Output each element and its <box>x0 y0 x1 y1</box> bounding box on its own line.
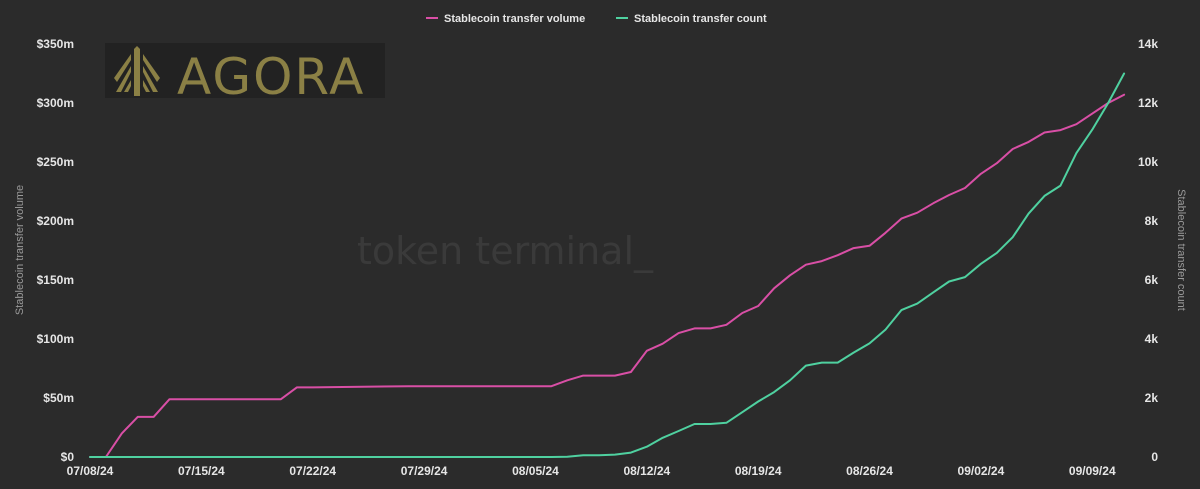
x-tick-label: 08/26/24 <box>846 464 893 478</box>
left-tick-label: $350m <box>37 37 74 51</box>
logo-text: AGORA <box>177 48 365 106</box>
legend-item-count[interactable]: Stablecoin transfer count <box>616 13 767 25</box>
right-axis-ticks: 0 2k 4k 6k 8k 10k 12k 14k <box>1138 37 1158 464</box>
left-tick-label: $150m <box>37 273 74 287</box>
left-tick-label: $100m <box>37 332 74 346</box>
legend-item-volume[interactable]: Stablecoin transfer volume <box>426 13 585 25</box>
series-group <box>89 72 1126 458</box>
left-axis-ticks: $0 $50m $100m $150m $200m $250m $300m $350m <box>37 37 75 464</box>
leaf-icon <box>114 46 160 96</box>
right-tick-label: 2k <box>1145 391 1159 405</box>
x-tick-label: 09/09/24 <box>1069 464 1116 478</box>
right-axis-title: Stablecoin transfer count <box>1175 189 1187 311</box>
x-axis-ticks: 07/08/24 07/15/24 07/22/24 07/29/24 08/05/24… <box>67 464 1116 478</box>
agora-logo: AGORA <box>105 43 385 106</box>
right-tick-label: 12k <box>1138 96 1158 110</box>
right-tick-label: 8k <box>1145 214 1159 228</box>
right-tick-label: 10k <box>1138 155 1158 169</box>
x-tick-label: 07/29/24 <box>401 464 448 478</box>
legend-label-count: Stablecoin transfer count <box>634 13 767 25</box>
legend-label-volume: Stablecoin transfer volume <box>444 13 585 25</box>
left-tick-label: $50m <box>43 391 74 405</box>
x-tick-label: 09/02/24 <box>958 464 1005 478</box>
x-tick-label: 07/08/24 <box>67 464 114 478</box>
left-tick-label: $300m <box>37 96 74 110</box>
left-axis-title: Stablecoin transfer volume <box>14 185 26 315</box>
right-tick-label: 4k <box>1145 332 1159 346</box>
x-tick-label: 08/05/24 <box>512 464 559 478</box>
watermark: token terminal_ <box>357 229 654 273</box>
left-tick-label: $0 <box>61 450 75 464</box>
x-tick-label: 07/15/24 <box>178 464 225 478</box>
x-tick-label: 07/22/24 <box>289 464 336 478</box>
left-tick-label: $250m <box>37 155 74 169</box>
series-line-volume <box>89 93 1126 458</box>
right-tick-label: 0 <box>1151 450 1158 464</box>
legend: Stablecoin transfer volume Stablecoin tr… <box>426 13 767 25</box>
series-line-count <box>89 72 1126 458</box>
x-tick-label: 08/19/24 <box>735 464 782 478</box>
right-tick-label: 6k <box>1145 273 1159 287</box>
right-tick-label: 14k <box>1138 37 1158 51</box>
left-tick-label: $200m <box>37 214 74 228</box>
x-tick-label: 08/12/24 <box>623 464 670 478</box>
